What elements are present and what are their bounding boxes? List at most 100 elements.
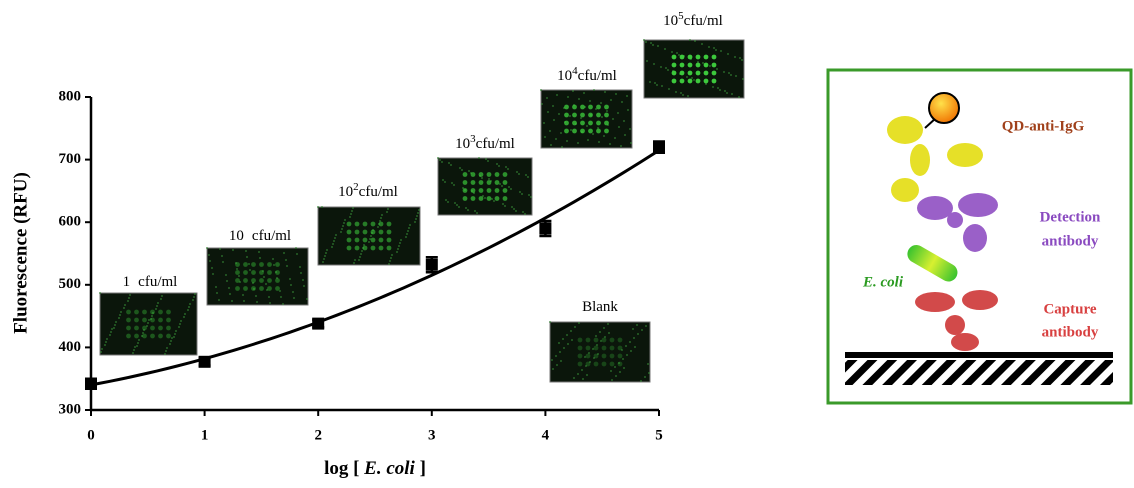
noise-speck <box>608 332 610 334</box>
noise-speck <box>671 51 673 53</box>
noise-speck <box>738 96 740 98</box>
noise-speck <box>468 170 470 172</box>
noise-speck <box>225 274 227 276</box>
array-spot <box>596 128 601 134</box>
noise-speck <box>192 299 194 301</box>
array-spot <box>386 237 392 243</box>
noise-speck <box>290 284 292 286</box>
noise-speck <box>530 196 532 198</box>
noise-speck <box>209 260 211 262</box>
array-background <box>99 292 198 356</box>
label-base: Blank <box>582 299 618 315</box>
noise-speck <box>558 342 560 344</box>
noise-speck <box>643 39 645 41</box>
noise-speck <box>524 213 526 215</box>
noise-speck <box>610 370 612 372</box>
noise-speck <box>361 250 363 252</box>
array-spot <box>346 221 352 227</box>
noise-speck <box>739 57 741 59</box>
noise-speck <box>272 258 274 260</box>
noise-speck <box>562 338 564 340</box>
array-spot <box>370 221 376 227</box>
array-spot <box>251 262 256 267</box>
array-spot <box>362 221 368 227</box>
array-spot <box>470 180 476 185</box>
noise-speck <box>222 261 224 263</box>
noise-speck <box>303 285 305 287</box>
array-image <box>437 157 533 216</box>
noise-speck <box>620 145 622 147</box>
array-spot <box>494 196 500 201</box>
noise-speck <box>396 251 398 253</box>
concentration-label: Blank <box>582 299 618 315</box>
noise-speck <box>555 355 557 357</box>
noise-speck <box>589 100 591 102</box>
noise-speck <box>129 294 131 296</box>
noise-speck <box>574 326 576 328</box>
surface <box>845 352 1113 358</box>
noise-speck <box>442 179 444 181</box>
label-base: 1 <box>123 274 131 290</box>
y-tick-label: 400 <box>59 339 82 355</box>
array-spot <box>596 104 601 110</box>
array-spot <box>243 262 248 267</box>
noise-speck <box>510 188 512 190</box>
noise-speck <box>212 273 214 275</box>
array-spot <box>494 180 500 185</box>
noise-speck <box>646 60 648 62</box>
noise-speck <box>358 259 360 261</box>
array-spot <box>267 278 272 283</box>
noise-speck <box>454 202 456 204</box>
noise-speck <box>644 376 646 378</box>
noise-speck <box>386 211 388 213</box>
array-spot <box>577 361 583 367</box>
noise-speck <box>302 279 304 281</box>
array-spot <box>585 353 591 359</box>
noise-speck <box>359 256 361 258</box>
y-tick-label: 300 <box>59 401 82 417</box>
array-spot <box>346 229 352 235</box>
noise-speck <box>295 247 297 249</box>
noise-speck <box>553 119 555 121</box>
array-spot <box>687 62 693 68</box>
noise-speck <box>633 337 635 339</box>
noise-speck <box>292 291 294 293</box>
noise-speck <box>218 299 220 301</box>
noise-speck <box>570 129 572 131</box>
array-spot <box>251 270 256 275</box>
array-spot <box>275 286 280 291</box>
data-point <box>85 377 97 390</box>
noise-speck <box>211 267 213 269</box>
noise-speck <box>187 309 189 311</box>
y-tick-label: 800 <box>59 88 82 104</box>
noise-speck <box>578 322 580 324</box>
noise-speck <box>174 333 176 335</box>
noise-speck <box>627 109 629 111</box>
label-exponent: 3 <box>470 133 476 145</box>
detection-label: Detection <box>1040 209 1101 225</box>
noise-speck <box>248 263 250 265</box>
array-spot <box>585 337 591 343</box>
array-spot <box>703 62 709 68</box>
array-spot <box>362 237 368 243</box>
noise-speck <box>735 75 737 77</box>
array-spot <box>462 180 468 185</box>
noise-speck <box>340 231 342 233</box>
noise-speck <box>573 377 575 379</box>
noise-speck <box>219 248 221 250</box>
noise-speck <box>551 359 553 361</box>
noise-speck <box>543 122 545 124</box>
noise-speck <box>603 135 605 137</box>
noise-speck <box>161 295 163 297</box>
noise-speck <box>678 54 680 56</box>
noise-speck <box>720 50 722 52</box>
noise-speck <box>120 311 122 313</box>
array-spot <box>593 337 599 343</box>
noise-speck <box>640 380 642 382</box>
noise-speck <box>676 52 678 54</box>
array-spot <box>585 361 591 367</box>
array-spot <box>604 120 609 126</box>
noise-speck <box>629 341 631 343</box>
noise-speck <box>586 125 588 127</box>
